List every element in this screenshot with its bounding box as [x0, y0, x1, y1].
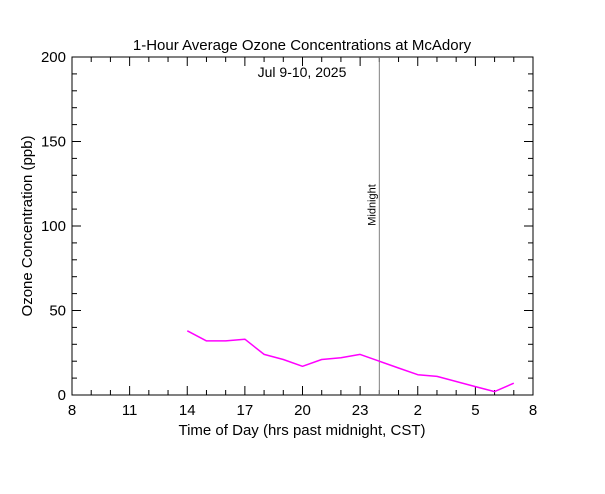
x-tick-label: 8: [529, 402, 537, 419]
y-tick-label: 50: [49, 303, 66, 320]
chart-subtitle: Jul 9-10, 2025: [258, 64, 347, 80]
x-tick-label: 5: [471, 402, 479, 419]
midnight-label: Midnight: [366, 184, 378, 226]
x-axis-label: Time of Day (hrs past midnight, CST): [178, 422, 425, 439]
y-tick-label: 0: [58, 387, 66, 404]
y-tick-label: 100: [41, 218, 66, 235]
x-tick-label: 11: [122, 402, 138, 419]
y-tick-label: 200: [41, 49, 66, 66]
x-tick-label: 17: [237, 402, 254, 419]
x-tick-label: 14: [179, 402, 196, 419]
x-tick-label: 8: [68, 402, 76, 419]
y-tick-label: 150: [41, 134, 66, 151]
y-axis-label: Ozone Concentration (ppb): [19, 136, 36, 317]
plot-frame: [71, 56, 534, 396]
chart-title: 1-Hour Average Ozone Concentrations at M…: [133, 37, 472, 54]
x-tick-label: 2: [414, 402, 422, 419]
x-tick-label: 20: [294, 402, 311, 419]
ozone-series-line: [186, 330, 515, 393]
x-tick-label: 23: [352, 402, 369, 419]
